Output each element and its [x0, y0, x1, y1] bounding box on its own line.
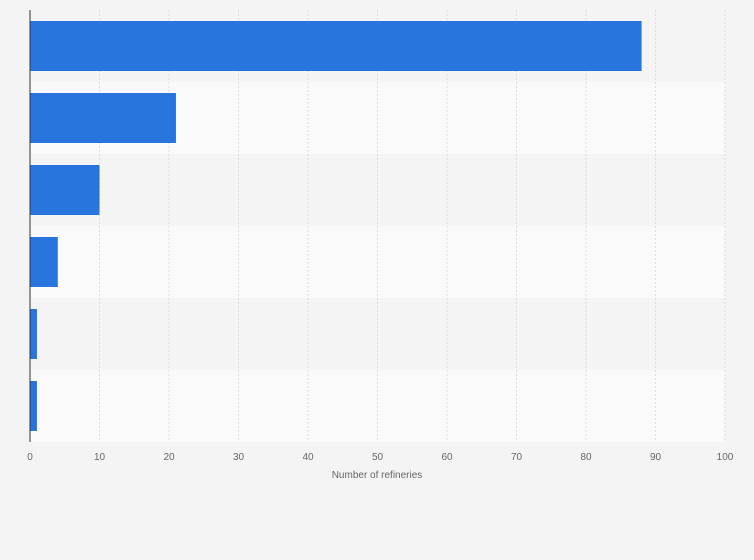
bar	[30, 237, 58, 287]
x-tick-label: 10	[94, 452, 106, 463]
x-tick-label: 70	[511, 452, 523, 463]
bar	[30, 381, 37, 431]
bars	[30, 21, 642, 431]
x-tick-label: 50	[372, 452, 384, 463]
x-tick-label: 20	[163, 452, 175, 463]
x-tick-label: 100	[717, 452, 734, 463]
bar	[30, 21, 642, 71]
x-axis-ticks: 0 10 20 30 40 50 60 70 80 90 100	[27, 452, 734, 463]
gridlines	[99, 10, 726, 442]
x-tick-label: 40	[302, 452, 314, 463]
x-tick-label: 90	[650, 452, 662, 463]
bar	[30, 309, 37, 359]
x-tick-label: 80	[580, 452, 592, 463]
x-tick-label: 30	[233, 452, 245, 463]
x-tick-label: 0	[27, 452, 33, 463]
x-axis-title: Number of refineries	[332, 470, 423, 481]
x-tick-label: 60	[441, 452, 453, 463]
bar	[30, 165, 100, 215]
bar	[30, 93, 176, 143]
